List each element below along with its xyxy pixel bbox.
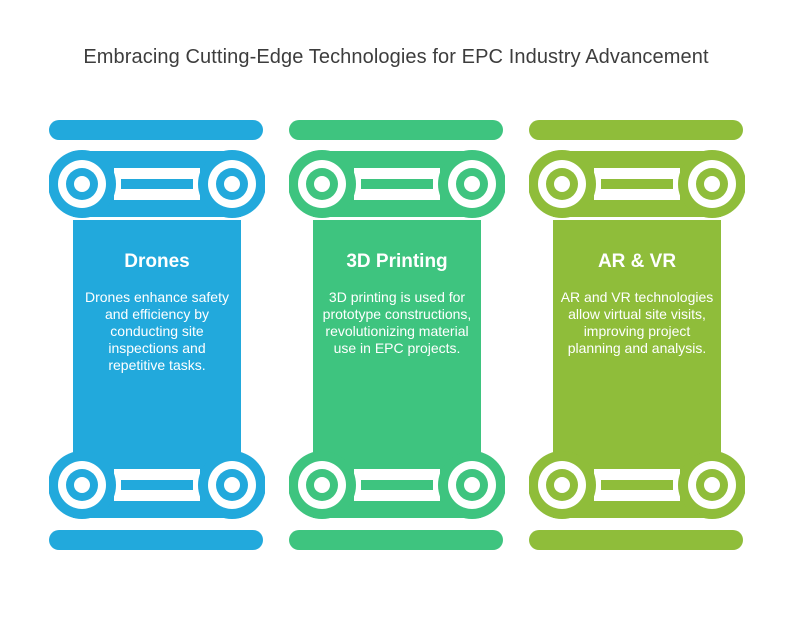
capital-top-bar (601, 179, 673, 189)
capital-bottom-bar (121, 480, 193, 490)
column-top-bar (49, 120, 263, 140)
pillar-description: AR and VR technologies allow virtual sit… (560, 289, 714, 356)
pillar-column-graphic (49, 120, 265, 550)
diagram-title: Embracing Cutting-Edge Technologies for … (83, 46, 709, 68)
column-bottom-bar (289, 530, 503, 550)
scroll-bottom-right-eye (464, 477, 480, 493)
column-bottom-bar (529, 530, 743, 550)
column-top-bar (529, 120, 743, 140)
pillar-ar-vr: AR & VR AR and VR technologies allow vir… (529, 120, 745, 552)
scroll-bottom-left-eye (314, 477, 330, 493)
scroll-bottom-left-eye (74, 477, 90, 493)
capital-top-bar (121, 179, 193, 189)
column-body (73, 220, 241, 452)
pillar-title: AR & VR (597, 251, 677, 272)
scroll-top-right-eye (704, 176, 720, 192)
pillar-column-graphic (289, 120, 505, 550)
pillar-title: Drones (124, 251, 190, 272)
column-top-bar (289, 120, 503, 140)
capital-bottom-bar (601, 480, 673, 490)
pillar-column-graphic (529, 120, 745, 550)
column-body (313, 220, 481, 452)
pillar-drones: Drones Drones enhance safety and efficie… (49, 120, 265, 552)
pillar-3d-printing: 3D Printing 3D printing is used for prot… (289, 120, 505, 552)
scroll-top-right-eye (224, 176, 240, 192)
capital-bottom-bar (361, 480, 433, 490)
column-bottom-bar (49, 530, 263, 550)
pillar-description: 3D printing is used for prototype constr… (322, 289, 472, 356)
scroll-bottom-left-eye (554, 477, 570, 493)
scroll-top-left-eye (74, 176, 90, 192)
scroll-top-left-eye (314, 176, 330, 192)
column-body (553, 220, 721, 452)
scroll-bottom-right-eye (224, 477, 240, 493)
pillar-title: 3D Printing (346, 251, 448, 272)
capital-top-bar (361, 179, 433, 189)
scroll-top-left-eye (554, 176, 570, 192)
pillar-description: Drones enhance safety and efficiency by … (85, 289, 229, 373)
scroll-bottom-right-eye (704, 477, 720, 493)
scroll-top-right-eye (464, 176, 480, 192)
